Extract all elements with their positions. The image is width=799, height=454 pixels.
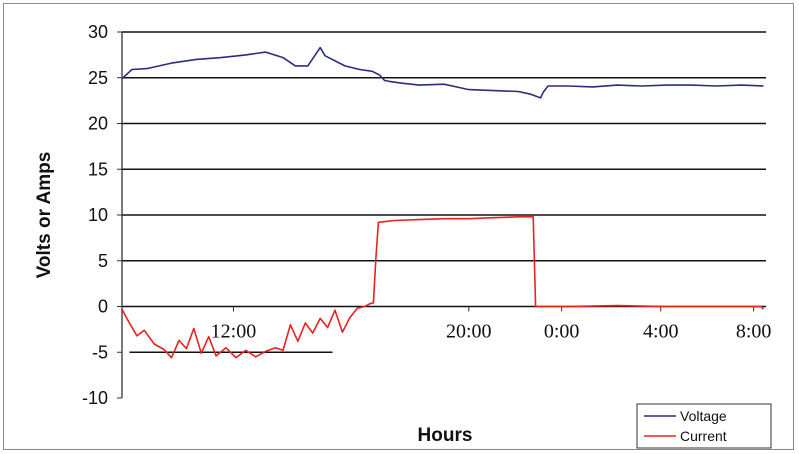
x-tick-labels: 12:00 20:00 0:00 4:00 8:00	[211, 306, 772, 343]
y-tick-label-1: 25	[88, 68, 108, 88]
series-line-current	[121, 216, 765, 359]
legend-box	[636, 403, 772, 449]
y-tick-label-0: 30	[88, 22, 108, 42]
y-tick-label-5: 5	[98, 251, 108, 271]
y-tick-label-3: 15	[88, 159, 108, 179]
x-tick-label-1: 20:00	[446, 321, 492, 343]
x-tick-label-0: 12:00	[211, 321, 257, 343]
series-lines	[121, 46, 765, 359]
x-tick-label-2: 0:00	[544, 321, 580, 343]
y-axis-title: Volts or Amps	[34, 152, 55, 279]
x-tick-label-3: 4:00	[643, 321, 679, 343]
x-tick-label-4: 8:00	[736, 321, 772, 343]
y-tick-label-2: 20	[88, 114, 108, 134]
y-tick-labels: 30 25 20 15 10 5 0 -5 -10	[82, 22, 122, 408]
grid-lines	[122, 31, 766, 308]
x-axis-title: Hours	[418, 425, 473, 446]
legend-current-label: Current	[680, 428, 727, 444]
series-line-voltage	[121, 46, 764, 99]
legend: Voltage Current	[636, 403, 772, 449]
y-tick-label-8: -10	[82, 388, 108, 408]
legend-voltage-label: Voltage	[680, 408, 727, 424]
y-tick-label-7: -5	[92, 342, 108, 362]
y-tick-label-4: 10	[88, 205, 108, 225]
y-tick-label-6: 0	[98, 297, 108, 317]
